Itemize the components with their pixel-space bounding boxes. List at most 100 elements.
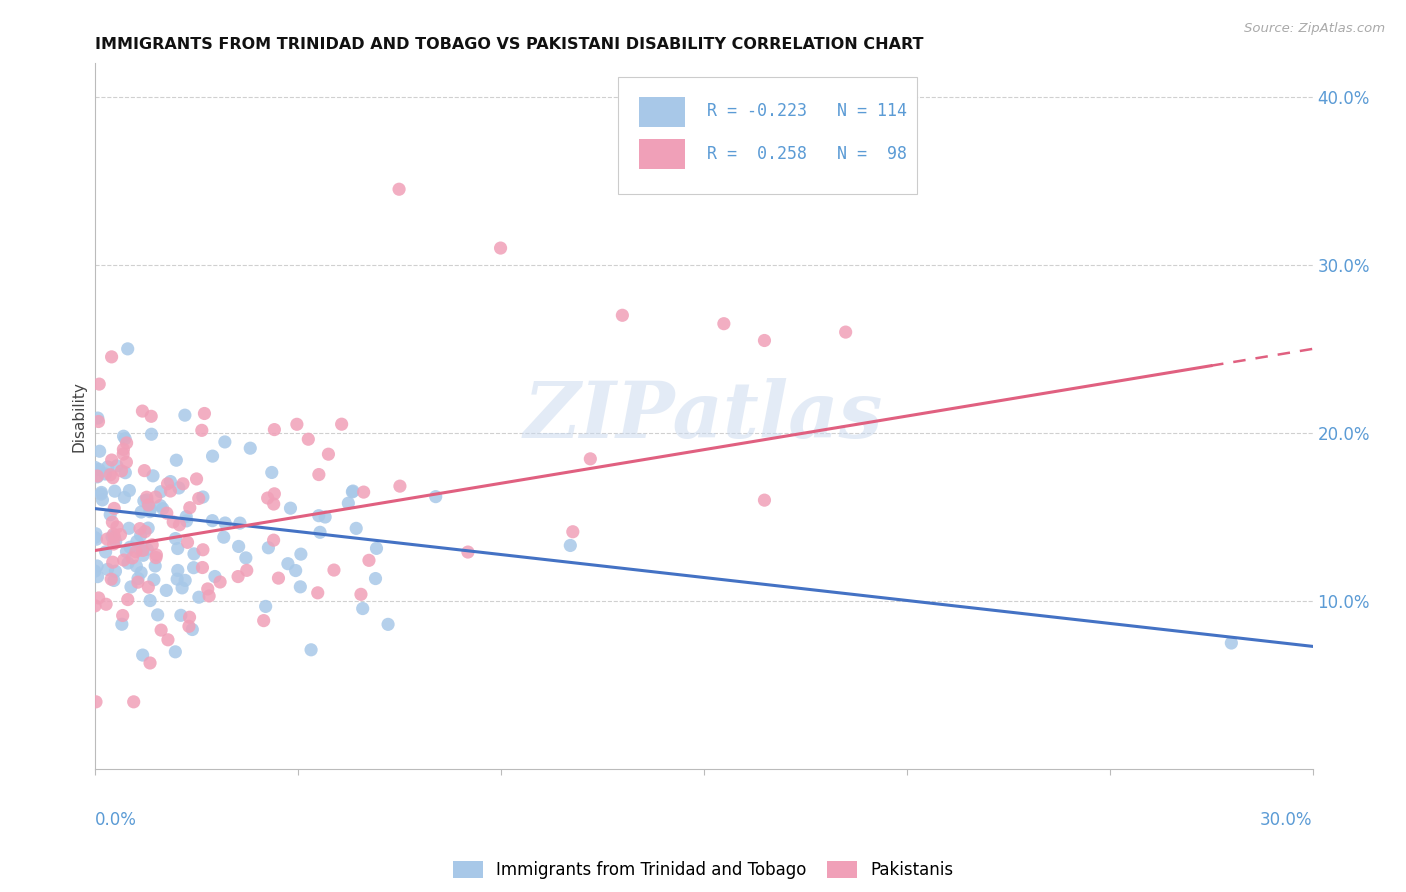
Text: IMMIGRANTS FROM TRINIDAD AND TOBAGO VS PAKISTANI DISABILITY CORRELATION CHART: IMMIGRANTS FROM TRINIDAD AND TOBAGO VS P… bbox=[94, 37, 924, 53]
Point bbox=[132, 494, 155, 508]
Point bbox=[263, 487, 285, 501]
Point bbox=[94, 545, 117, 559]
Point bbox=[177, 619, 200, 633]
Point bbox=[280, 501, 302, 516]
Point bbox=[111, 617, 134, 632]
Point bbox=[103, 530, 125, 544]
Point bbox=[111, 608, 134, 623]
Point bbox=[132, 549, 155, 563]
Text: 30.0%: 30.0% bbox=[1260, 811, 1313, 829]
Point bbox=[84, 526, 107, 541]
Point bbox=[129, 505, 152, 519]
Point bbox=[457, 545, 479, 559]
Y-axis label: Disability: Disability bbox=[72, 381, 86, 451]
Point bbox=[121, 550, 143, 565]
Point bbox=[754, 493, 776, 508]
Point bbox=[155, 583, 177, 598]
Point bbox=[285, 417, 308, 432]
Point bbox=[136, 580, 159, 594]
FancyBboxPatch shape bbox=[638, 139, 685, 169]
Point bbox=[98, 508, 121, 522]
Point bbox=[118, 483, 141, 498]
Point bbox=[96, 562, 118, 576]
Point bbox=[118, 521, 141, 535]
Point bbox=[129, 528, 152, 542]
Text: ZIPatlas: ZIPatlas bbox=[524, 378, 883, 454]
Point bbox=[226, 569, 249, 583]
Point bbox=[561, 524, 583, 539]
Point bbox=[136, 542, 159, 557]
Point bbox=[103, 537, 125, 551]
Point bbox=[166, 572, 188, 586]
Point bbox=[263, 423, 285, 437]
Point bbox=[129, 522, 152, 536]
Point bbox=[84, 460, 107, 475]
Point bbox=[125, 545, 148, 559]
Point bbox=[214, 516, 236, 530]
Point bbox=[117, 592, 139, 607]
Point bbox=[149, 484, 172, 499]
Point bbox=[174, 574, 197, 588]
Point bbox=[191, 560, 214, 574]
Point bbox=[114, 432, 136, 446]
Point bbox=[257, 541, 280, 555]
Point bbox=[263, 533, 285, 548]
Point bbox=[165, 532, 187, 546]
Point bbox=[98, 467, 121, 482]
Point bbox=[181, 623, 204, 637]
Point bbox=[131, 543, 153, 558]
Point bbox=[201, 514, 224, 528]
Point bbox=[159, 483, 181, 498]
Point bbox=[388, 182, 411, 196]
Point bbox=[96, 532, 118, 546]
Point bbox=[187, 491, 209, 506]
Point bbox=[170, 608, 193, 623]
Point bbox=[193, 407, 215, 421]
Point bbox=[229, 516, 252, 530]
Point bbox=[134, 464, 156, 478]
Point bbox=[212, 530, 235, 544]
Point bbox=[150, 623, 173, 637]
Point bbox=[337, 496, 360, 510]
Point bbox=[103, 574, 125, 588]
Point bbox=[139, 656, 162, 670]
Point bbox=[139, 501, 162, 516]
Point bbox=[263, 497, 285, 511]
Point bbox=[713, 317, 735, 331]
Point bbox=[318, 447, 340, 461]
Point bbox=[201, 449, 224, 463]
Point bbox=[267, 571, 290, 585]
Point bbox=[101, 471, 124, 485]
Point bbox=[179, 500, 201, 515]
Point bbox=[129, 542, 152, 557]
Point bbox=[307, 586, 329, 600]
Point bbox=[100, 572, 122, 586]
Point bbox=[142, 573, 165, 587]
Point bbox=[290, 547, 312, 561]
Point bbox=[172, 581, 194, 595]
Point bbox=[191, 542, 214, 557]
Text: 0.0%: 0.0% bbox=[94, 811, 136, 829]
Point bbox=[489, 241, 512, 255]
Point bbox=[87, 462, 110, 476]
Point bbox=[149, 499, 172, 513]
Point bbox=[100, 453, 122, 467]
Point bbox=[135, 490, 157, 504]
Point bbox=[330, 417, 353, 432]
Point bbox=[166, 541, 188, 556]
Point bbox=[260, 466, 283, 480]
Point bbox=[204, 569, 226, 583]
Point bbox=[145, 490, 167, 504]
Point bbox=[352, 601, 374, 615]
Point bbox=[198, 589, 221, 603]
Point bbox=[89, 377, 111, 392]
Point bbox=[172, 476, 194, 491]
Point bbox=[309, 525, 332, 540]
Point bbox=[209, 574, 232, 589]
Point bbox=[353, 485, 375, 500]
Point bbox=[84, 599, 107, 613]
Point bbox=[83, 564, 105, 578]
Legend: Immigrants from Trinidad and Tobago, Pakistanis: Immigrants from Trinidad and Tobago, Pak… bbox=[453, 861, 953, 880]
Point bbox=[101, 530, 124, 544]
Point bbox=[143, 559, 166, 574]
